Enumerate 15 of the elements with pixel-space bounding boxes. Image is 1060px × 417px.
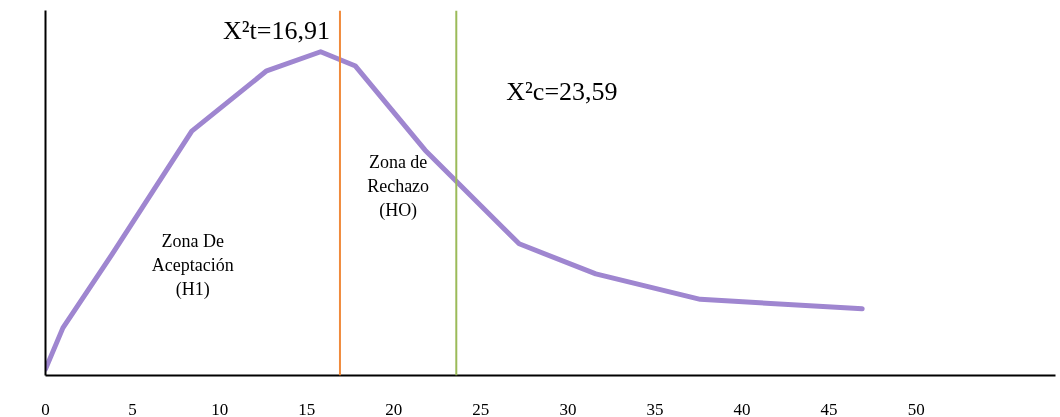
x-tick-label: 25: [472, 399, 490, 417]
annotation: Zona De Aceptación (H1): [151, 231, 234, 301]
x-tick-label: 10: [211, 399, 229, 417]
x-tick-label: 35: [646, 399, 664, 417]
ref-line-label: X²t=16,91: [223, 16, 330, 46]
x-tick-label: 15: [298, 399, 316, 417]
x-tick-label: 20: [385, 399, 403, 417]
x-tick-label: 5: [128, 399, 137, 417]
x-tick-label: 0: [41, 399, 50, 417]
x-tick-label: 50: [907, 399, 925, 417]
ref-line-label: X²c=23,59: [506, 76, 618, 106]
x-tick-label: 30: [559, 399, 577, 417]
x-tick-label: 45: [820, 399, 838, 417]
annotation: Zona de Rechazo (HO): [367, 151, 430, 221]
x-tick-label: 40: [733, 399, 751, 417]
